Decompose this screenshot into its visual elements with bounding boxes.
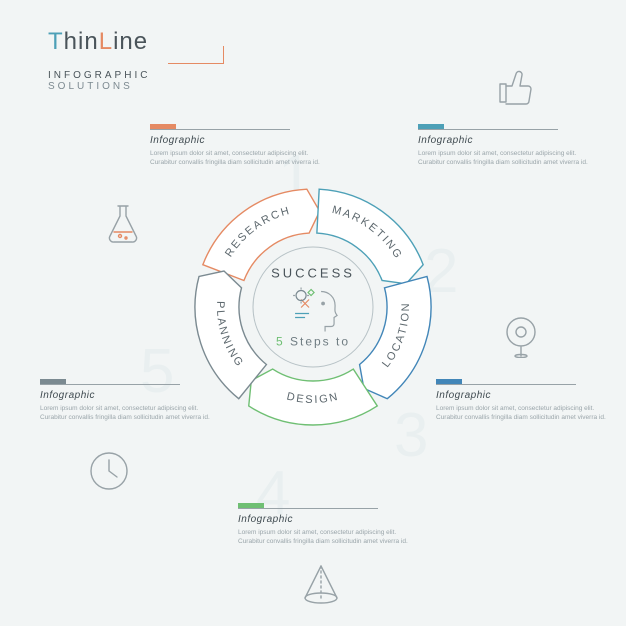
block-body: Lorem ipsum dolor sit amet, consectetur … <box>150 149 320 168</box>
center-steps-n: 5 <box>276 335 285 349</box>
block-bar <box>436 380 576 385</box>
center-steps-t: Steps to <box>285 335 350 349</box>
info-block-blk2: Infographic Lorem ipsum dolor sit amet, … <box>418 125 588 168</box>
title-char: ine <box>113 28 148 56</box>
subtitle-light: SOLUTIONS <box>48 81 133 92</box>
center-top: SUCCESS <box>271 266 355 281</box>
block-bar <box>150 125 290 130</box>
block-heading: Infographic <box>238 514 408 525</box>
block-body: Lorem ipsum dolor sit amet, consectetur … <box>40 404 210 423</box>
brand-subtitle: INFOGRAPHIC SOLUTIONS <box>48 70 150 92</box>
block-bar <box>418 125 558 130</box>
title-char: T <box>48 28 64 56</box>
block-body: Lorem ipsum dolor sit amet, consectetur … <box>238 528 408 547</box>
block-body: Lorem ipsum dolor sit amet, consectetur … <box>418 149 588 168</box>
thumb-icon <box>490 62 536 108</box>
header: Thin Line INFOGRAPHIC SOLUTIONS <box>48 28 150 92</box>
info-block-blk3: Infographic Lorem ipsum dolor sit amet, … <box>436 380 606 423</box>
head-gear-icon <box>281 284 345 332</box>
block-heading: Infographic <box>436 390 606 401</box>
block-body: Lorem ipsum dolor sit amet, consectetur … <box>436 404 606 423</box>
brand-title: Thin Line <box>48 28 150 56</box>
center-steps: 5 Steps to <box>271 335 355 349</box>
pin-icon <box>498 312 544 358</box>
info-block-blk5: Infographic Lorem ipsum dolor sit amet, … <box>40 380 210 423</box>
center-label: SUCCESS 5 Steps to <box>271 266 355 349</box>
title-char: hin <box>64 28 99 56</box>
block-bar <box>238 504 378 509</box>
infographic-canvas: Thin Line INFOGRAPHIC SOLUTIONS 12345 RE… <box>0 0 626 626</box>
block-heading: Infographic <box>418 135 588 146</box>
block-heading: Infographic <box>40 390 210 401</box>
cone-icon <box>298 560 344 606</box>
title-accent-box <box>168 46 224 64</box>
title-char: L <box>99 28 113 56</box>
info-block-blk4: Infographic Lorem ipsum dolor sit amet, … <box>238 504 408 547</box>
info-block-blk1: Infographic Lorem ipsum dolor sit amet, … <box>150 125 320 168</box>
flask-icon <box>100 200 146 246</box>
clock-icon <box>86 448 132 494</box>
subtitle-dark: INFOGRAPHIC <box>48 70 150 81</box>
block-heading: Infographic <box>150 135 320 146</box>
block-bar <box>40 380 180 385</box>
